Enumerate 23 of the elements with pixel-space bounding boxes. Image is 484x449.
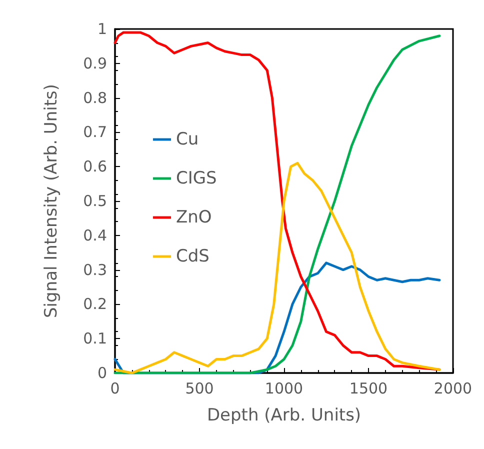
x-tick-label: 1000 xyxy=(264,380,304,398)
line-series xyxy=(114,162,441,374)
y-axis-title: Signal Intensity (Arb. Units) xyxy=(42,84,62,318)
y-tick-label: 0.9 xyxy=(83,54,107,72)
x-axis-title: Depth (Arb. Units) xyxy=(206,406,362,426)
x-tick-label: 1500 xyxy=(349,380,388,398)
y-tick-label: 0 xyxy=(97,364,107,382)
legend-label: Cu xyxy=(176,130,199,150)
legend-label: CIGS xyxy=(176,168,217,188)
y-tick-label: 0.8 xyxy=(83,88,107,107)
y-tick-label: 0.6 xyxy=(83,158,107,176)
y-tick-label: 0.2 xyxy=(83,295,107,314)
y-tick-label: 1 xyxy=(97,20,107,38)
y-tick-label: 0.7 xyxy=(83,123,107,142)
legend-label: CdS xyxy=(176,246,210,266)
legend-label: ZnO xyxy=(176,208,212,228)
y-tick-label: 0.3 xyxy=(83,260,107,279)
x-tick-label: 0 xyxy=(110,380,120,398)
y-tick-label: 0.4 xyxy=(83,226,107,244)
y-tick-label: 0.1 xyxy=(83,330,107,348)
x-tick-label: 500 xyxy=(185,380,214,398)
x-tick-label: 2000 xyxy=(434,380,472,398)
y-tick-label: 0.5 xyxy=(83,192,107,210)
